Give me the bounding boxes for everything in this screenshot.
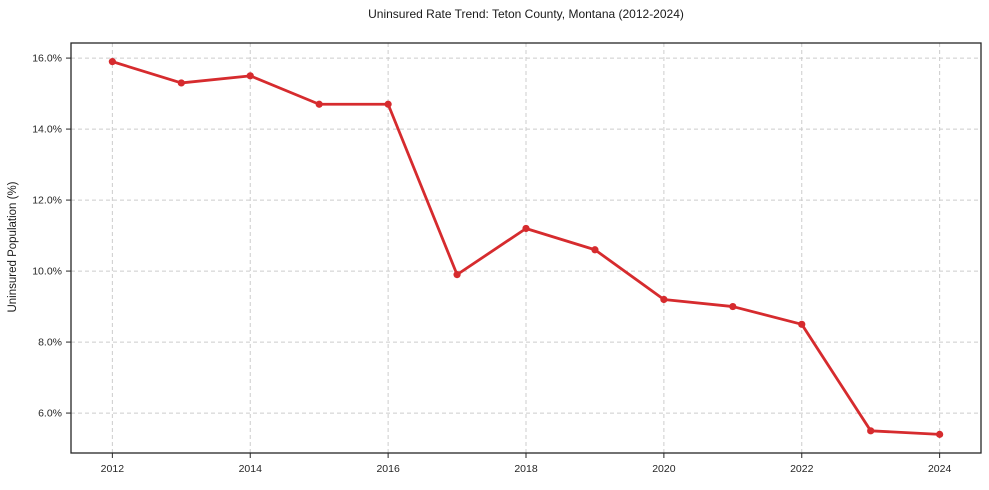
y-tick-label: 10.0% <box>32 266 62 278</box>
data-point-2021 <box>729 302 737 311</box>
x-tick-label: 2016 <box>376 463 400 475</box>
data-point-2017 <box>453 271 461 279</box>
y-tick-label: 8.0% <box>38 337 62 349</box>
y-tick-label: 12.0% <box>32 195 62 207</box>
x-tick-label: 2022 <box>790 463 814 475</box>
data-point-2020 <box>660 295 668 304</box>
x-tick-label: 2020 <box>652 463 676 475</box>
x-tick-label: 2024 <box>928 463 952 475</box>
x-tick-label: 2012 <box>101 463 125 475</box>
x-tick-label: 2018 <box>514 463 538 475</box>
y-tick-label: 6.0% <box>38 408 62 420</box>
data-point-2014 <box>246 72 254 80</box>
data-point-2016 <box>384 100 392 108</box>
data-point-2018 <box>522 224 530 233</box>
data-point-2012 <box>108 58 116 66</box>
data-point-2023 <box>867 427 875 435</box>
chart-title: Uninsured Rate Trend: Teton County, Mont… <box>368 7 684 21</box>
data-point-2019 <box>591 246 599 254</box>
x-tick-label: 2014 <box>239 463 263 475</box>
data-point-2022 <box>798 320 806 328</box>
axes-spines <box>70 42 982 454</box>
data-point-2015 <box>315 100 323 108</box>
data-point-2013 <box>177 79 185 87</box>
data-point-2024 <box>936 430 944 438</box>
y-tick-label: 14.0% <box>32 124 62 136</box>
y-tick-label: 16.0% <box>32 53 62 65</box>
